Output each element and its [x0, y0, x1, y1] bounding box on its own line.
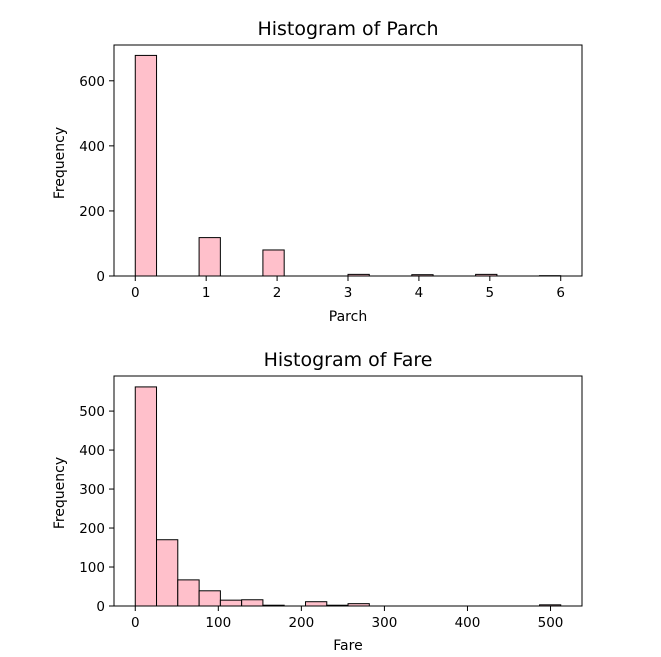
bars — [134, 54, 562, 277]
y-tick-label: 500 — [79, 404, 105, 420]
x-ticks: 0 100 200 300 400 500 — [131, 606, 563, 631]
y-ticks: 0 200 400 600 — [79, 74, 114, 285]
histogram-bar — [134, 386, 158, 607]
x-axis-label: Parch — [329, 309, 367, 325]
x-tick-label: 5 — [486, 285, 495, 301]
x-tick-label: 200 — [288, 615, 314, 631]
histogram-bar — [156, 539, 179, 607]
y-tick-label: 100 — [79, 560, 105, 576]
x-tick-label: 0 — [131, 615, 140, 631]
chart-fare: Histogram of Fare Fare Frequency 0 100 200… — [52, 349, 583, 654]
y-tick-label: 600 — [79, 74, 105, 90]
x-tick-label: 300 — [372, 615, 398, 631]
y-tick-label: 200 — [79, 521, 105, 537]
chart-parch: Histogram of Parch Parch Frequency 0 1 2 3 4… — [52, 18, 583, 325]
y-ticks: 0 100 200 300 400 500 — [79, 404, 114, 615]
x-tick-label: 6 — [556, 285, 565, 301]
x-tick-label: 100 — [205, 615, 231, 631]
plot-frame — [113, 44, 583, 277]
x-tick-label: 2 — [273, 285, 282, 301]
plot-frame — [113, 375, 583, 607]
chart-title: Histogram of Fare — [264, 349, 433, 371]
histogram-bar — [198, 590, 221, 607]
y-tick-label: 300 — [79, 482, 105, 498]
bars — [134, 386, 562, 607]
x-tick-label: 400 — [455, 615, 481, 631]
x-tick-label: 3 — [344, 285, 353, 301]
x-tick-label: 4 — [415, 285, 424, 301]
histogram-bar — [219, 599, 243, 607]
histogram-bar — [177, 579, 200, 607]
x-tick-label: 0 — [131, 285, 140, 301]
histogram-bar — [305, 601, 328, 607]
y-tick-label: 0 — [96, 269, 105, 285]
histogram-bar — [241, 599, 264, 607]
histogram-bar — [134, 54, 158, 277]
histogram-bar — [262, 249, 285, 277]
x-axis-label: Fare — [333, 638, 362, 654]
x-ticks: 0 1 2 3 4 5 6 — [131, 276, 565, 301]
x-tick-label: 500 — [538, 615, 564, 631]
y-tick-label: 0 — [96, 599, 105, 615]
histogram-bar — [198, 237, 221, 277]
y-tick-label: 400 — [79, 139, 105, 155]
x-tick-label: 1 — [202, 285, 211, 301]
chart-title: Histogram of Parch — [257, 18, 438, 40]
y-tick-label: 400 — [79, 443, 105, 459]
y-tick-label: 200 — [79, 204, 105, 220]
y-axis-label: Frequency — [52, 127, 68, 199]
y-axis-label: Frequency — [52, 457, 68, 529]
